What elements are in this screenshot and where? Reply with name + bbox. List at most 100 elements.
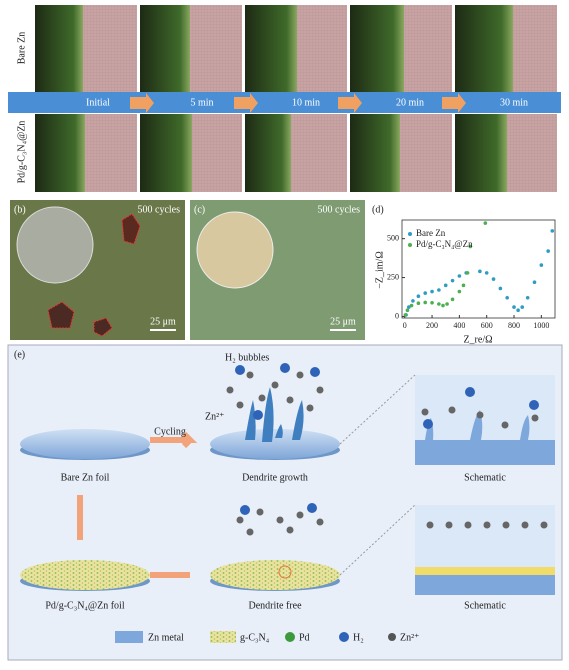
- x-axis-label: Z_re/Ω: [463, 334, 492, 345]
- zn-ion: [502, 521, 510, 529]
- legend-label: Zn²⁺: [400, 632, 419, 643]
- panel-label: (d): [372, 204, 384, 215]
- legend-label: H₂: [353, 632, 364, 643]
- electrode: [455, 5, 513, 92]
- annotation: Zn²⁺: [205, 411, 224, 422]
- data-point: [416, 294, 421, 299]
- electrode: [245, 114, 291, 192]
- data-point: [468, 244, 473, 249]
- data-point: [416, 301, 421, 306]
- zn-ion: [296, 511, 304, 519]
- particle: [196, 211, 274, 289]
- panel-label: (a): [12, 6, 23, 17]
- data-point: [437, 288, 441, 292]
- data-point: [550, 229, 555, 233]
- legend-swatch: [210, 631, 236, 643]
- zn-ion: [286, 526, 294, 534]
- zn-ion: [246, 528, 254, 536]
- caption: Dendrite growth: [242, 472, 308, 483]
- caption: Dendrite free: [248, 600, 302, 611]
- data-point: [450, 297, 455, 302]
- caption: Bare Zn foil: [61, 472, 110, 483]
- caption: Pd/g-C₃N₄@Zn foil: [45, 600, 124, 611]
- foil: [20, 560, 150, 590]
- legend-label: Pd: [299, 632, 310, 643]
- process-arrow: [77, 431, 198, 540]
- data-point: [430, 289, 434, 294]
- time-arrow: [338, 93, 362, 113]
- data-point: [520, 305, 525, 309]
- plot-frame: [401, 219, 556, 319]
- h2-bubble: [529, 400, 539, 410]
- data-point: [525, 295, 530, 300]
- data-point: [512, 305, 516, 309]
- data-point: [403, 313, 408, 317]
- electrode: [140, 114, 192, 192]
- y-tick-label: 0: [395, 311, 399, 320]
- zn-ion: [445, 521, 453, 529]
- electrode: [35, 5, 83, 92]
- dendrite-region: [47, 301, 75, 329]
- legend-label: Zn metal: [148, 632, 184, 643]
- annotation: H₂ bubbles: [225, 352, 269, 363]
- x-tick-label: 0: [403, 321, 407, 330]
- x-tick-label: 1000: [533, 321, 549, 330]
- panel-label: (c): [194, 204, 205, 215]
- zn-ion: [236, 516, 244, 524]
- zn-ion: [464, 521, 472, 529]
- row-label: Pd/g-C₃N₄@Zn: [16, 121, 27, 184]
- zn-ion: [306, 404, 314, 412]
- data-point: [498, 286, 503, 291]
- legend-swatch: [285, 632, 295, 642]
- zn-ion: [531, 414, 539, 422]
- foil: [20, 429, 150, 459]
- data-point: [457, 274, 462, 278]
- h2-bubble: [280, 363, 290, 373]
- electrode: [455, 114, 507, 192]
- cycles-label: 500 cycles: [318, 204, 361, 215]
- zn-ion: [258, 394, 266, 402]
- legend-marker: [408, 232, 412, 236]
- dendrite-region: [93, 317, 113, 337]
- zn-layer: [415, 575, 555, 595]
- foil: [210, 560, 340, 590]
- legend-label: Pd/g-C₃N₄@Zn: [416, 239, 473, 249]
- scale-label: 25 μm: [150, 316, 176, 327]
- scale-label: 25 μm: [330, 316, 356, 327]
- zn-ion: [426, 521, 434, 529]
- electrode: [245, 5, 297, 92]
- electrode: [35, 114, 85, 192]
- data-point: [457, 289, 462, 294]
- data-point: [539, 263, 544, 267]
- data-point: [484, 271, 489, 275]
- legend-swatch: [388, 633, 396, 641]
- y-tick-label: 500: [387, 233, 399, 242]
- h2-bubble: [465, 387, 475, 397]
- zn-layer: [415, 440, 555, 465]
- time-arrow: [130, 93, 154, 113]
- zn-ion: [521, 521, 529, 529]
- h2-bubble: [240, 505, 250, 515]
- zn-ion: [483, 521, 491, 529]
- zn-ion: [276, 516, 284, 524]
- legend-swatch: [339, 632, 349, 642]
- x-tick-label: 800: [508, 321, 520, 330]
- x-tick-label: 600: [481, 321, 493, 330]
- zn-ion: [316, 518, 324, 526]
- zn-ion: [316, 386, 324, 394]
- h2-bubble: [310, 367, 320, 377]
- zn-ion: [271, 381, 279, 389]
- dendrite: [425, 410, 530, 440]
- data-point: [423, 300, 428, 305]
- electrode: [140, 5, 190, 92]
- data-point: [461, 283, 466, 288]
- h2-bubble: [307, 503, 317, 513]
- dendrite-region: [121, 213, 141, 245]
- zn-ion: [540, 521, 548, 529]
- data-point: [478, 269, 482, 274]
- data-point: [437, 302, 441, 306]
- data-point: [465, 271, 470, 275]
- electrode: [350, 114, 400, 192]
- data-point: [491, 277, 496, 281]
- particle: [16, 206, 94, 284]
